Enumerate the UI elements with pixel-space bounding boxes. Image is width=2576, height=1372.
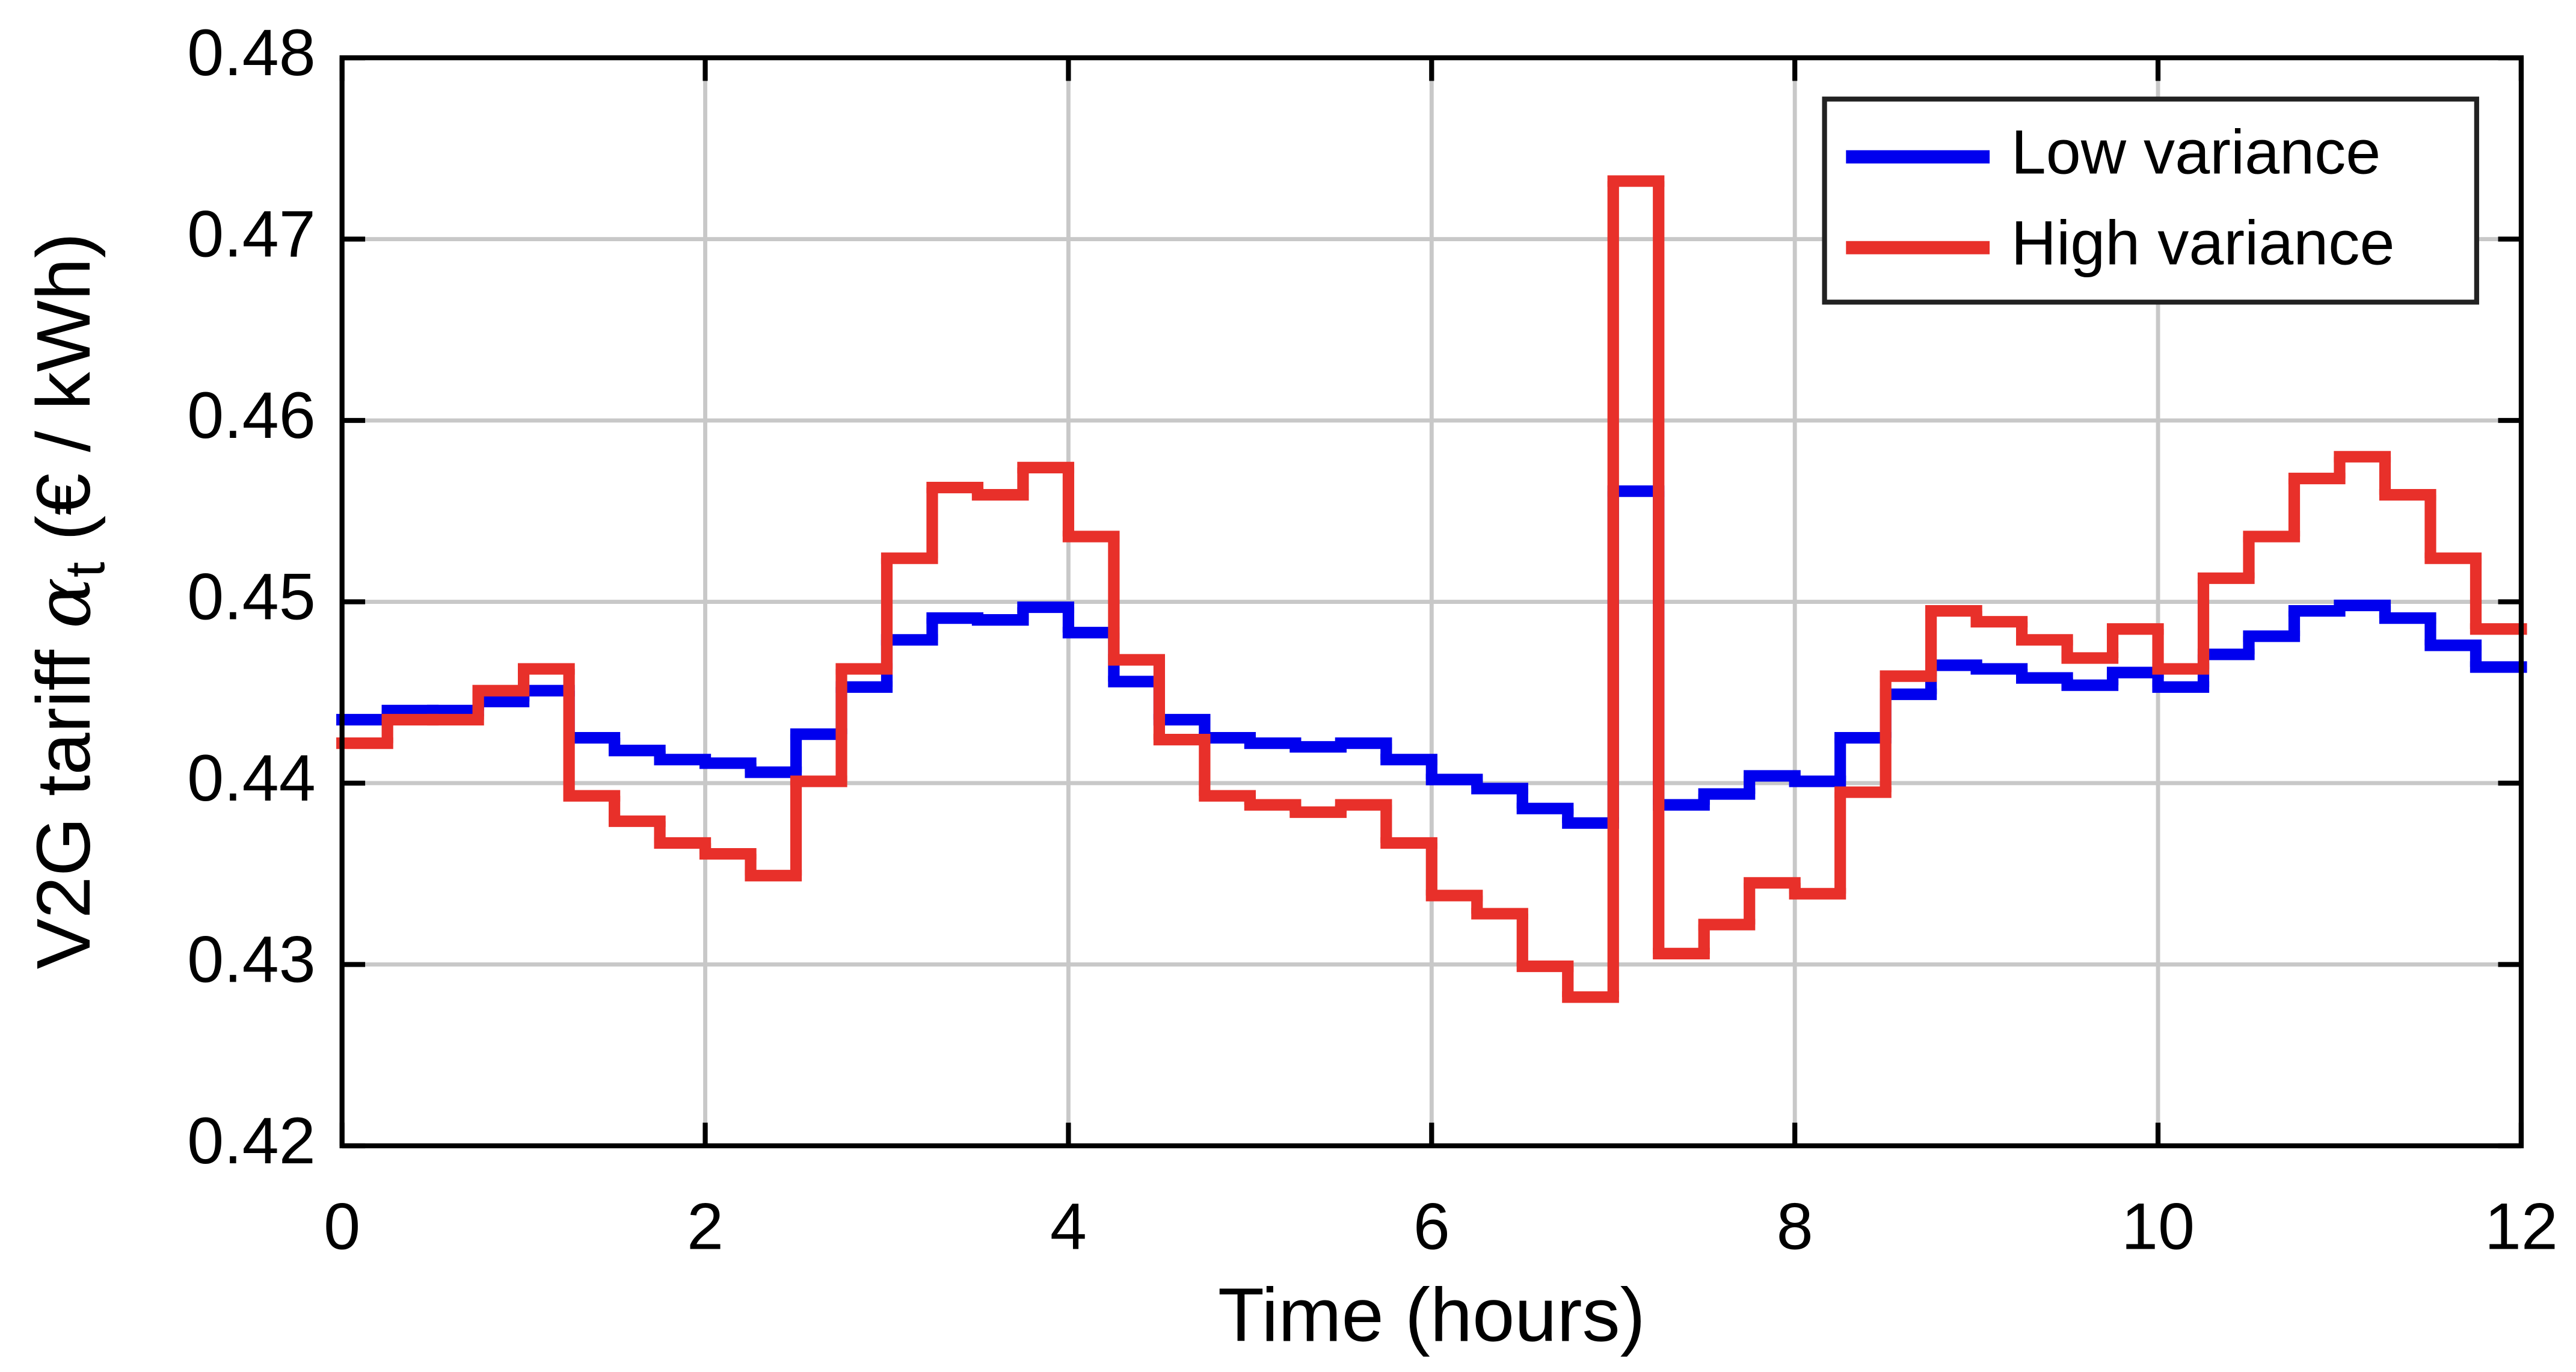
y-tick-label: 0.46 — [187, 379, 316, 452]
x-axis-label: Time (hours) — [1218, 1272, 1646, 1357]
x-tick-label: 6 — [1413, 1190, 1450, 1264]
x-tick-label: 10 — [2121, 1190, 2195, 1264]
y-tick-label: 0.43 — [187, 923, 316, 996]
legend-label: Low variance — [2011, 117, 2381, 187]
legend-box — [1822, 96, 2479, 305]
x-tick-label: 12 — [2485, 1190, 2558, 1264]
y-axis-label-symbol: α — [19, 577, 107, 629]
y-tick-label: 0.42 — [187, 1104, 316, 1178]
x-tick-label: 0 — [324, 1190, 360, 1264]
x-tick-label: 8 — [1777, 1190, 1813, 1264]
plot-area — [336, 175, 2527, 1003]
y-tick-label: 0.47 — [187, 198, 316, 271]
series — [336, 175, 2527, 1003]
y-axis-label-subscript: t — [54, 562, 116, 577]
axes: 0 2 4 6 8 10 12 0.42 0.43 0.44 0.45 0.46 0.47 0.48 — [187, 16, 2558, 1264]
y-tick-label: 0.44 — [187, 742, 316, 815]
legend-label: High variance — [2011, 208, 2395, 278]
y-tick-label: 0.48 — [187, 16, 316, 90]
y-axis-label-part: (€ / kWh) — [21, 233, 106, 562]
y-tick-label: 0.45 — [187, 561, 316, 634]
y-axis-label-part: V2G tariff — [21, 629, 106, 969]
x-tick-label: 2 — [687, 1190, 724, 1264]
y-axis-label: V2G tariff αt (€ / kWh) — [19, 233, 116, 969]
legend: Low variance High variance — [1822, 96, 2479, 305]
x-tick-label: 4 — [1050, 1190, 1087, 1264]
